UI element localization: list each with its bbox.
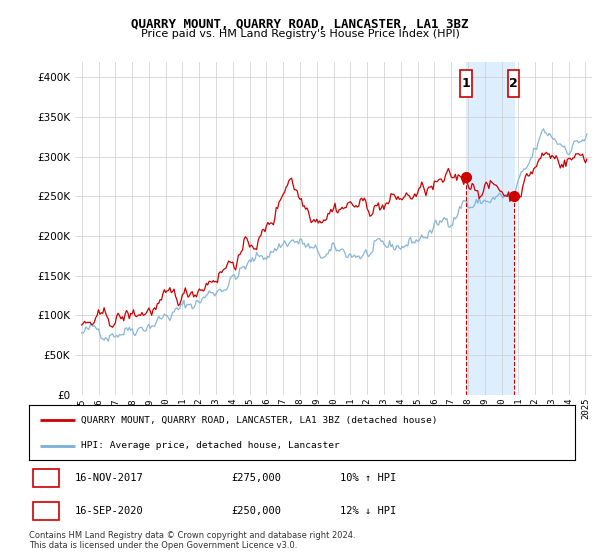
Bar bbox=[33, 502, 59, 520]
Text: 2: 2 bbox=[43, 504, 50, 517]
Bar bbox=[466, 62, 514, 395]
Text: Contains HM Land Registry data © Crown copyright and database right 2024.
This d: Contains HM Land Registry data © Crown c… bbox=[29, 531, 355, 550]
Text: 12% ↓ HPI: 12% ↓ HPI bbox=[340, 506, 396, 516]
Bar bbox=[460, 69, 472, 97]
Text: 16-NOV-2017: 16-NOV-2017 bbox=[75, 473, 144, 483]
Text: 1: 1 bbox=[43, 472, 50, 484]
Text: Price paid vs. HM Land Registry's House Price Index (HPI): Price paid vs. HM Land Registry's House … bbox=[140, 29, 460, 39]
Bar bbox=[33, 469, 59, 487]
Text: QUARRY MOUNT, QUARRY ROAD, LANCASTER, LA1 3BZ: QUARRY MOUNT, QUARRY ROAD, LANCASTER, LA… bbox=[131, 18, 469, 31]
Text: 16-SEP-2020: 16-SEP-2020 bbox=[75, 506, 144, 516]
Text: 10% ↑ HPI: 10% ↑ HPI bbox=[340, 473, 396, 483]
Text: QUARRY MOUNT, QUARRY ROAD, LANCASTER, LA1 3BZ (detached house): QUARRY MOUNT, QUARRY ROAD, LANCASTER, LA… bbox=[80, 416, 437, 424]
Text: £250,000: £250,000 bbox=[231, 506, 281, 516]
Bar bbox=[508, 69, 520, 97]
Text: 2: 2 bbox=[509, 77, 518, 90]
Text: £275,000: £275,000 bbox=[231, 473, 281, 483]
Text: HPI: Average price, detached house, Lancaster: HPI: Average price, detached house, Lanc… bbox=[80, 441, 340, 450]
Text: 1: 1 bbox=[461, 77, 470, 90]
